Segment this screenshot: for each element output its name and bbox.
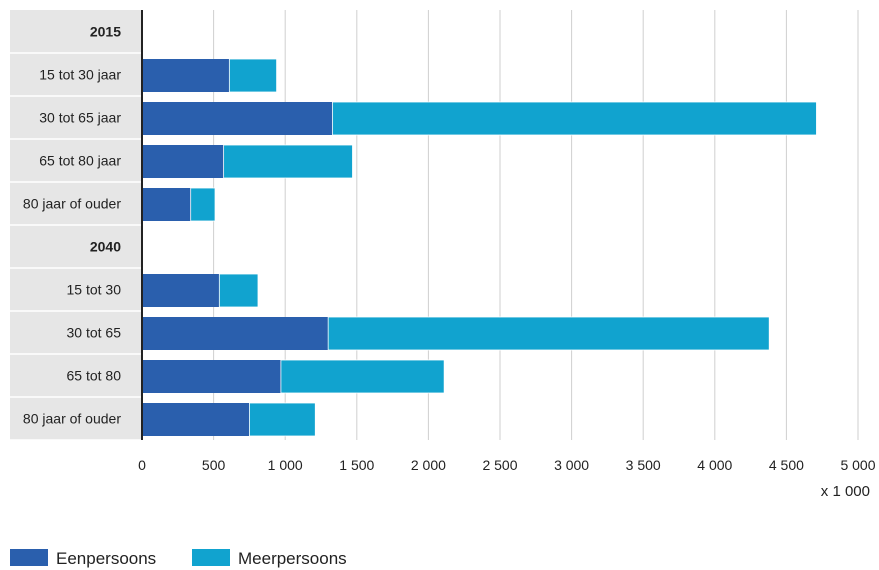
group-header-label: 2015 <box>90 24 121 40</box>
x-tick-label: 3 000 <box>554 457 589 473</box>
category-labels: 2015 15 tot 30 jaar 30 tot 65 jaar 65 tot 8… <box>23 24 121 427</box>
legend-swatch-meerpersoons <box>192 549 230 566</box>
x-tick-label: 3 500 <box>626 457 661 473</box>
bar-segment-eenpersoons <box>142 317 329 350</box>
x-tick-labels: 0 500 1 000 1 500 2 000 2 500 3 000 3 500 4 000 4… <box>138 457 876 473</box>
legend-label-meerpersoons: Meerpersoons <box>238 549 347 568</box>
x-tick-label: 2 000 <box>411 457 446 473</box>
bar-segment-meerpersoons <box>190 187 216 222</box>
bar-segment-eenpersoons <box>142 145 224 178</box>
bar-segment-eenpersoons <box>142 188 191 221</box>
legend: Eenpersoons Meerpersoons <box>10 549 347 568</box>
legend-swatch-eenpersoons <box>10 549 48 566</box>
category-label: 80 jaar of ouder <box>23 196 121 212</box>
bar-segment-eenpersoons <box>142 403 250 436</box>
grid-lines <box>213 10 859 440</box>
bar-segment-meerpersoons <box>218 273 259 308</box>
x-tick-label: 1 500 <box>339 457 374 473</box>
bar-segment-meerpersoons <box>327 316 770 351</box>
bar-segment-eenpersoons <box>142 102 333 135</box>
x-tick-label: 500 <box>202 457 226 473</box>
category-label: 65 tot 80 jaar <box>39 153 121 169</box>
x-tick-label: 1 000 <box>268 457 303 473</box>
bar-segment-eenpersoons <box>142 360 281 393</box>
bar-segment-meerpersoons <box>332 101 817 136</box>
category-label: 30 tot 65 <box>67 325 122 341</box>
category-separators <box>10 52 142 441</box>
legend-label-eenpersoons: Eenpersoons <box>56 549 156 568</box>
x-tick-label: 0 <box>138 457 146 473</box>
x-tick-label: 4 500 <box>769 457 804 473</box>
bar-segment-eenpersoons <box>142 274 220 307</box>
x-tick-label: 4 000 <box>697 457 732 473</box>
bar-segment-meerpersoons <box>228 58 278 93</box>
category-label: 80 jaar of ouder <box>23 411 121 427</box>
x-axis-unit: x 1 000 <box>821 483 870 500</box>
group-header-label: 2040 <box>90 239 121 255</box>
category-label: 15 tot 30 <box>67 282 122 298</box>
bar-segment-meerpersoons <box>280 359 445 394</box>
category-label: 15 tot 30 jaar <box>39 67 121 83</box>
category-label: 30 tot 65 jaar <box>39 110 121 126</box>
bar-segment-eenpersoons <box>142 59 230 92</box>
bars <box>142 58 817 437</box>
category-label: 65 tot 80 <box>67 368 122 384</box>
x-tick-label: 2 500 <box>482 457 517 473</box>
bar-segment-meerpersoons <box>248 402 316 437</box>
bar-segment-meerpersoons <box>223 144 353 179</box>
x-tick-label: 5 000 <box>840 457 875 473</box>
